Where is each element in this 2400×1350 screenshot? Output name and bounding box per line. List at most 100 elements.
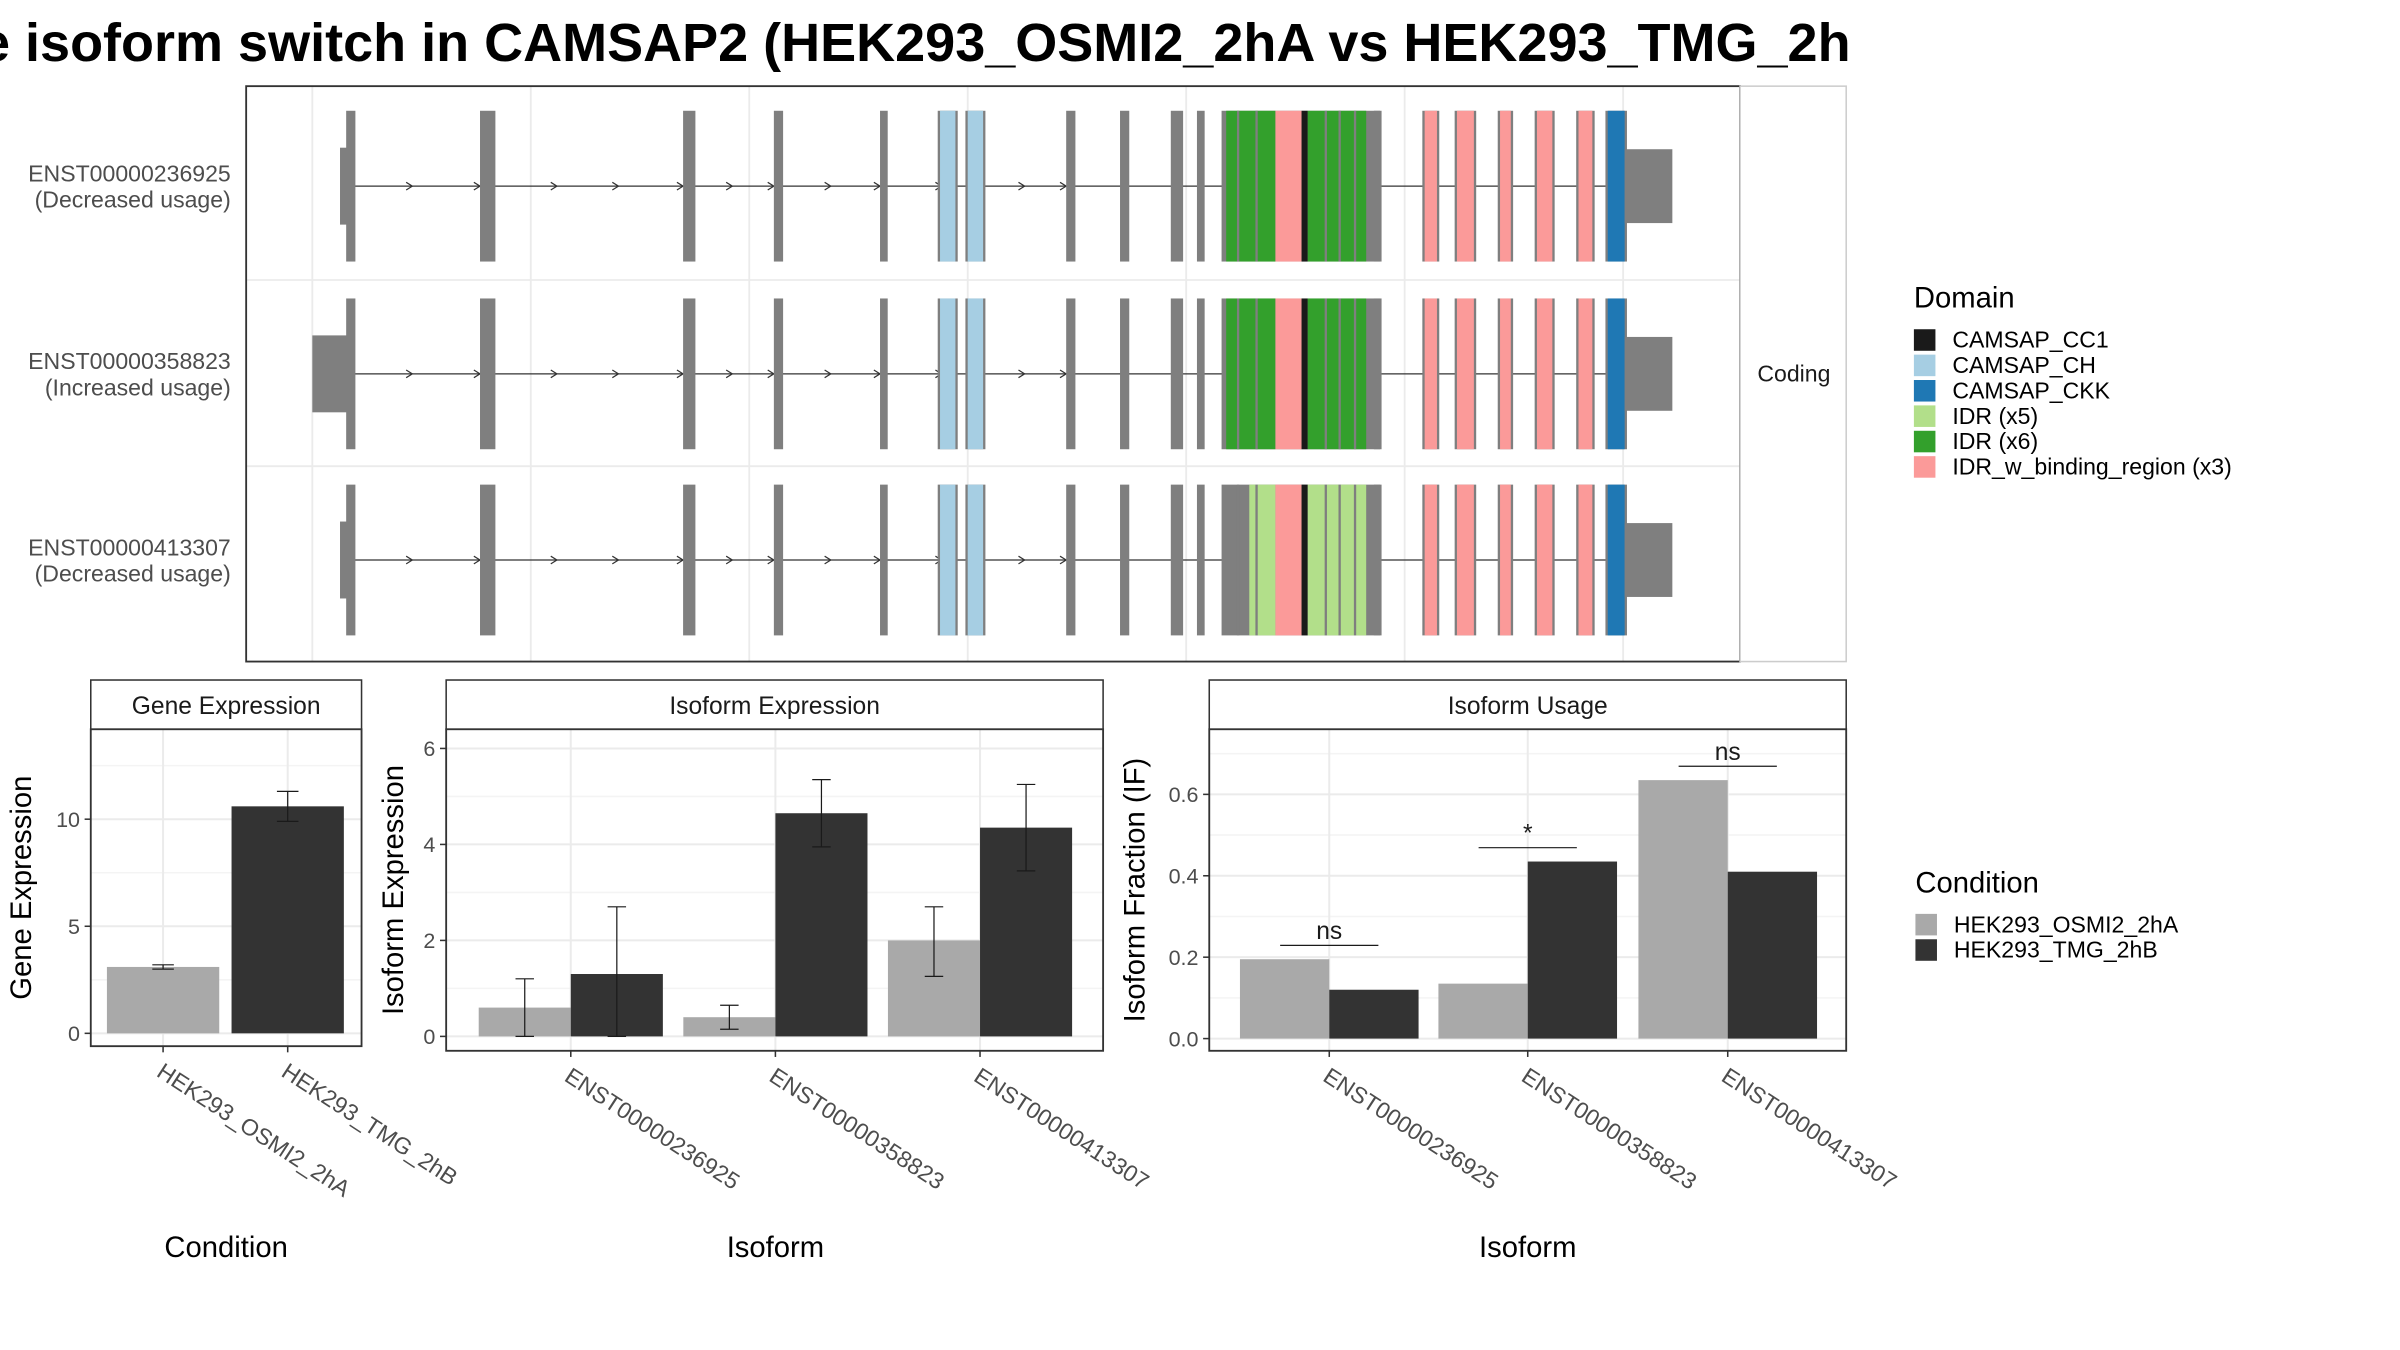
y-tick-label: 0 [68, 1022, 80, 1046]
direction-arrow [550, 369, 559, 379]
domain-idr-binding [1424, 298, 1437, 450]
chart-strip [1208, 679, 1847, 731]
direction-arrow [550, 555, 559, 565]
isoform-row-label: ENST00000413307 [28, 534, 231, 560]
exon [480, 110, 496, 262]
y-tick-label: 4 [423, 833, 435, 857]
domain-legend-swatch [1913, 405, 1936, 427]
utr-5prime [340, 147, 348, 225]
direction-arrow [824, 181, 832, 191]
exon [880, 298, 888, 450]
significance-label: * [1523, 821, 1533, 848]
direction-arrow [1018, 181, 1026, 191]
domain-legend-swatch [1913, 329, 1936, 351]
exon-boundary [1338, 484, 1341, 636]
domain-idr-binding [1536, 298, 1553, 450]
exon [1196, 110, 1205, 262]
plot-root: ENST00000236925(Decreased usage)ENST0000… [6, 85, 2232, 1264]
direction-arrow [405, 181, 414, 191]
y-tick-label: 0 [423, 1025, 435, 1049]
y-axis-title: Isoform Fraction (IF) [1120, 758, 1152, 1023]
condition-legend-title: Condition [1915, 867, 2038, 899]
exon [480, 298, 496, 450]
isoform-row-usage: (Decreased usage) [35, 561, 231, 587]
exon [683, 484, 696, 636]
condition-legend-swatch [1915, 939, 1937, 961]
y-tick-label: 0.2 [1169, 946, 1199, 970]
exon [1196, 298, 1205, 450]
bar-tmg [1527, 861, 1618, 1039]
exon [773, 110, 784, 262]
domain-legend-label: IDR_w_binding_region (x3) [1952, 454, 2231, 480]
chart-border [89, 728, 363, 1048]
exon [1120, 110, 1130, 262]
facet-strip-label: Coding [1757, 361, 1830, 387]
domain-idr-x6 [1307, 298, 1367, 450]
exon-boundary [1236, 484, 1240, 636]
figure-title: e isoform switch in CAMSAP2 (HEK293_OSMI… [0, 13, 1851, 73]
exon [346, 110, 356, 262]
y-axis-title: Gene Expression [6, 776, 38, 1000]
x-axis-title: Isoform [1479, 1232, 1576, 1264]
utr-3prime [1624, 523, 1673, 597]
x-tick-label: ENST00000358823 [1517, 1062, 1701, 1194]
exon [880, 110, 888, 262]
exon [1066, 298, 1076, 450]
domain-idr-binding [1578, 110, 1593, 262]
exon [880, 484, 888, 636]
exon-boundary [1324, 484, 1327, 636]
domain-legend-swatch [1913, 456, 1936, 478]
domain-idr-binding [1275, 484, 1302, 636]
condition-legend-label: HEK293_OSMI2_2hA [1954, 911, 2179, 937]
x-tick-label: ENST00000236925 [560, 1062, 744, 1194]
utr-5prime [312, 335, 351, 413]
domain-legend-label: CAMSAP_CH [1952, 352, 2096, 378]
x-tick-label: ENST00000413307 [970, 1062, 1154, 1194]
significance-label: ns [1316, 918, 1342, 945]
domain-legend-label: CAMSAP_CKK [1952, 377, 2110, 403]
exon-boundary [1236, 298, 1240, 450]
domain-idr-x6 [1226, 298, 1276, 450]
domain-camsap-ch [940, 484, 956, 636]
domain-camsap-ckk [1607, 484, 1625, 636]
bar-gene-expression [106, 966, 220, 1034]
isoform-row-label: ENST00000236925 [28, 161, 231, 187]
exon-boundary [1324, 110, 1327, 262]
direction-arrow [405, 369, 414, 379]
domain-camsap-ckk [1607, 110, 1625, 262]
domain-idr-binding [1500, 484, 1511, 636]
y-tick-label: 10 [56, 808, 80, 832]
domain-idr-x5 [1307, 484, 1367, 636]
x-axis-title: Condition [164, 1232, 287, 1264]
domain-idr-binding [1536, 484, 1553, 636]
structure-panel: ENST00000236925 (Decreased usage)ENST0000… [28, 85, 1847, 663]
exon-boundary [1255, 110, 1258, 262]
exon [1170, 110, 1184, 262]
domain-legend-label: CAMSAP_CC1 [1952, 327, 2108, 353]
x-tick-label: ENST00000358823 [765, 1062, 949, 1194]
direction-arrow [725, 181, 734, 191]
isoform-track-3: ENST00000413307(Decreased usage) [28, 484, 1673, 636]
domain-camsap-cc1 [1301, 298, 1308, 450]
x-axis-title: Isoform [727, 1232, 824, 1264]
chart-panel-3: Isoform Usage ns * ns 0.0 0.2 0.4 0.6 ENST000002… [1120, 679, 1901, 1264]
bar-tmg [1727, 871, 1818, 1039]
bar-tmg [1329, 989, 1419, 1039]
domain-idr-binding [1500, 110, 1511, 262]
domain-idr-binding [1424, 484, 1437, 636]
y-tick-label: 6 [423, 737, 435, 761]
direction-arrow [405, 555, 414, 565]
domain-idr-binding [1578, 298, 1593, 450]
direction-arrow [725, 369, 734, 379]
domain-camsap-ch [967, 484, 984, 636]
significance-label: ns [1715, 739, 1741, 766]
exon-boundary [1255, 484, 1258, 636]
direction-arrow [611, 555, 620, 565]
domain-idr-binding [1456, 484, 1474, 636]
exon [346, 298, 356, 450]
facet-strip [1739, 85, 1847, 663]
bar-tmg [775, 813, 868, 1037]
